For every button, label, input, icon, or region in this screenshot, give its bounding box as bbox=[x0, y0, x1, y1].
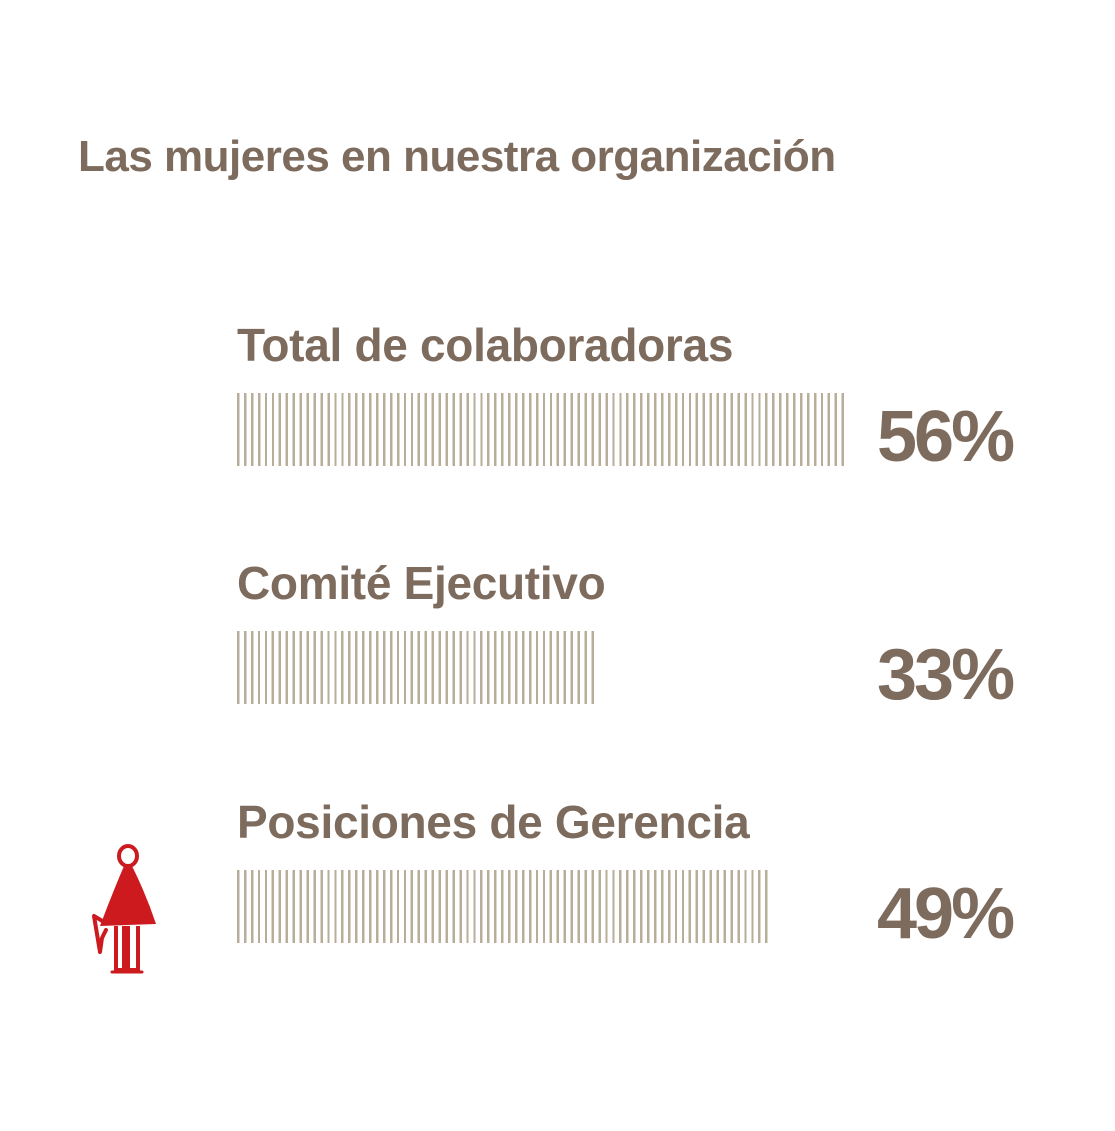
bar-row: Comité Ejecutivo 33% bbox=[0, 556, 1115, 716]
bar bbox=[237, 393, 847, 466]
value-label: 56% bbox=[877, 397, 1015, 477]
value-label: 33% bbox=[877, 635, 1015, 715]
bar-row: Total de colaboradoras 56% bbox=[0, 318, 1115, 478]
value-label: 49% bbox=[877, 874, 1015, 954]
bar bbox=[237, 631, 597, 704]
category-label: Comité Ejecutivo bbox=[237, 557, 606, 609]
chart-title: Las mujeres en nuestra organización bbox=[78, 132, 836, 181]
bar-row: Posiciones de Gerencia 49% bbox=[0, 795, 1115, 955]
bar bbox=[237, 870, 771, 943]
category-label: Posiciones de Gerencia bbox=[237, 796, 750, 848]
woman-figure-icon bbox=[92, 844, 156, 974]
category-label: Total de colaboradoras bbox=[237, 319, 734, 371]
